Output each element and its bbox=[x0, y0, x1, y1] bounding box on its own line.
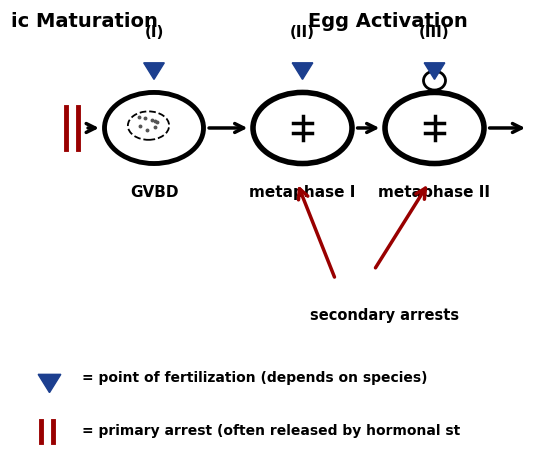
Text: = primary arrest (often released by hormonal st: = primary arrest (often released by horm… bbox=[82, 424, 461, 438]
Text: metaphase I: metaphase I bbox=[249, 185, 356, 200]
Text: (I): (I) bbox=[144, 25, 164, 40]
Polygon shape bbox=[144, 63, 164, 79]
Polygon shape bbox=[292, 63, 313, 79]
Text: = point of fertilization (depends on species): = point of fertilization (depends on spe… bbox=[82, 371, 428, 385]
Text: metaphase II: metaphase II bbox=[378, 185, 491, 200]
Text: (II): (II) bbox=[290, 25, 315, 40]
Text: GVBD: GVBD bbox=[130, 185, 178, 200]
Text: (III): (III) bbox=[419, 25, 450, 40]
Polygon shape bbox=[424, 63, 445, 79]
Polygon shape bbox=[38, 374, 61, 392]
Text: secondary arrests: secondary arrests bbox=[310, 308, 460, 323]
Text: ic Maturation: ic Maturation bbox=[11, 12, 158, 31]
Text: Egg Activation: Egg Activation bbox=[308, 12, 468, 31]
